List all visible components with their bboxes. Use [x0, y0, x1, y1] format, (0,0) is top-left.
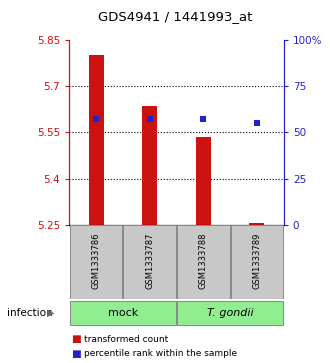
Text: GSM1333787: GSM1333787	[145, 233, 154, 289]
Bar	[177, 301, 283, 325]
Text: T. gondii: T. gondii	[207, 307, 253, 318]
Bar	[177, 225, 230, 299]
Text: ■: ■	[71, 349, 81, 359]
Text: percentile rank within the sample: percentile rank within the sample	[84, 350, 237, 358]
Text: GSM1333788: GSM1333788	[199, 233, 208, 289]
Bar	[142, 106, 157, 225]
Text: transformed count: transformed count	[84, 335, 168, 344]
Text: mock: mock	[108, 307, 138, 318]
Bar	[70, 225, 122, 299]
Bar	[123, 225, 176, 299]
Text: GDS4941 / 1441993_at: GDS4941 / 1441993_at	[98, 10, 252, 23]
Bar	[70, 301, 176, 325]
Bar	[231, 225, 283, 299]
Bar	[249, 223, 265, 225]
Text: GSM1333786: GSM1333786	[92, 233, 101, 289]
Bar	[196, 137, 211, 225]
Bar	[88, 55, 104, 225]
Text: GSM1333789: GSM1333789	[252, 233, 261, 289]
Text: ▶: ▶	[48, 308, 55, 318]
Text: ■: ■	[71, 334, 81, 344]
Text: infection: infection	[7, 308, 52, 318]
